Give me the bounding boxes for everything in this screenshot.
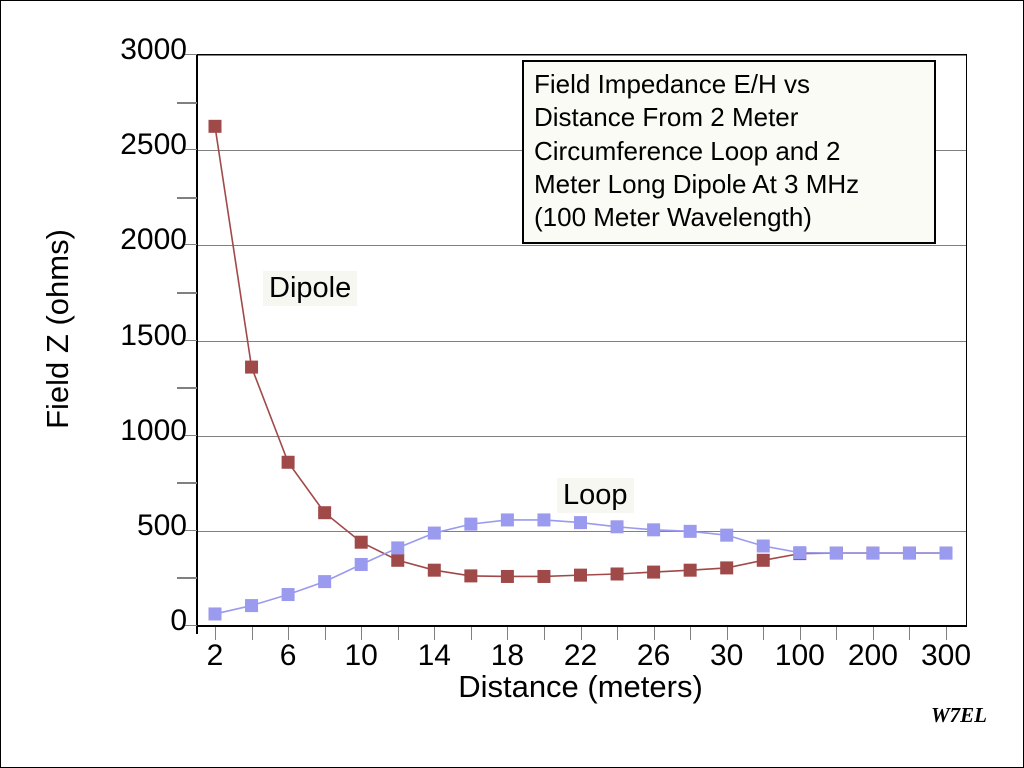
x-axis-tick bbox=[251, 627, 253, 640]
x-axis-tick-label: 30 bbox=[710, 639, 744, 672]
y-axis-tick bbox=[184, 244, 197, 246]
x-axis-tick-label: 22 bbox=[563, 639, 598, 672]
x-axis-tick-label: 300 bbox=[920, 639, 972, 672]
x-axis-tick bbox=[434, 627, 436, 640]
gridline bbox=[197, 55, 966, 56]
x-axis-tick bbox=[909, 627, 911, 640]
x-axis-tick bbox=[690, 627, 692, 640]
gridline bbox=[197, 245, 966, 247]
y-axis-tick bbox=[184, 339, 197, 341]
x-axis-line bbox=[196, 625, 966, 627]
y-axis-minor-tick bbox=[177, 387, 197, 390]
gridline bbox=[197, 530, 966, 532]
textbox-line: Field Impedance E/H vs bbox=[534, 69, 811, 99]
textbox-line: Meter Long Dipole At 3 MHz bbox=[534, 168, 860, 199]
x-axis-tick bbox=[215, 627, 216, 640]
x-axis-tick-label: 26 bbox=[636, 639, 671, 672]
textbox-line: Distance From 2 Meter bbox=[534, 102, 799, 133]
textbox-line: Circumference Loop and 2 bbox=[534, 135, 841, 166]
chart-description-textbox: Field Impedance E/H vs Distance From 2 Me… bbox=[522, 60, 936, 245]
x-axis-tick bbox=[288, 627, 290, 640]
x-axis-tick bbox=[580, 627, 582, 640]
y-axis-minor-tick bbox=[177, 196, 197, 199]
x-axis-tick bbox=[507, 627, 509, 640]
gridline bbox=[197, 435, 966, 437]
x-axis-tick bbox=[799, 627, 801, 640]
gridline bbox=[197, 340, 966, 342]
y-axis-tick-label: 1000 bbox=[120, 413, 187, 447]
y-axis-tick-label: 0 bbox=[170, 604, 187, 637]
y-axis-minor-tick bbox=[177, 577, 197, 580]
x-axis-tick bbox=[836, 627, 838, 640]
y-axis-tick bbox=[184, 625, 197, 626]
dipole-series-label: Dipole bbox=[263, 271, 358, 306]
x-axis-tick bbox=[324, 627, 326, 640]
y-axis-minor-tick bbox=[177, 482, 197, 485]
x-axis-tick bbox=[470, 627, 472, 640]
y-axis-minor-tick bbox=[177, 101, 197, 104]
x-axis-tick bbox=[653, 627, 655, 640]
x-axis-title: Distance (meters) bbox=[458, 669, 703, 704]
x-axis-tick-label: 18 bbox=[490, 639, 525, 672]
loop-series-label: Loop bbox=[557, 478, 634, 513]
y-axis-tick-label: 3000 bbox=[120, 33, 187, 66]
x-axis-tick-label: 10 bbox=[344, 639, 378, 672]
y-axis-tick-label: 1500 bbox=[120, 318, 187, 352]
x-axis-tick-label: 6 bbox=[279, 639, 297, 672]
author-credit: W7EL bbox=[930, 703, 987, 727]
y-axis-tick-label: 2500 bbox=[120, 128, 187, 162]
textbox-line: (100 Meter Wavelength) bbox=[534, 202, 812, 233]
x-axis-tick bbox=[726, 627, 728, 640]
y-axis-tick-label: 500 bbox=[136, 508, 187, 542]
y-axis-tick bbox=[184, 434, 197, 436]
x-axis-tick-label: 2 bbox=[206, 639, 224, 672]
y-axis-minor-tick bbox=[177, 291, 197, 294]
x-axis-tick bbox=[946, 627, 947, 640]
y-axis-line bbox=[196, 54, 198, 634]
x-axis-tick-label: 100 bbox=[774, 639, 825, 672]
y-axis-tick-label: 2000 bbox=[120, 223, 187, 257]
x-axis-tick bbox=[361, 627, 363, 640]
x-axis-tick bbox=[617, 627, 619, 640]
x-axis-tick bbox=[763, 627, 765, 640]
y-axis-tick bbox=[184, 54, 197, 55]
x-axis-tick bbox=[397, 627, 399, 640]
y-axis-tick bbox=[184, 529, 197, 531]
x-axis-tick-label: 200 bbox=[847, 639, 898, 672]
x-axis-tick-label: 14 bbox=[417, 639, 451, 672]
y-axis-title: Field Z (ohms) bbox=[40, 229, 75, 429]
x-axis-tick bbox=[543, 627, 545, 640]
x-axis-tick bbox=[872, 627, 874, 640]
y-axis-tick bbox=[184, 149, 197, 151]
